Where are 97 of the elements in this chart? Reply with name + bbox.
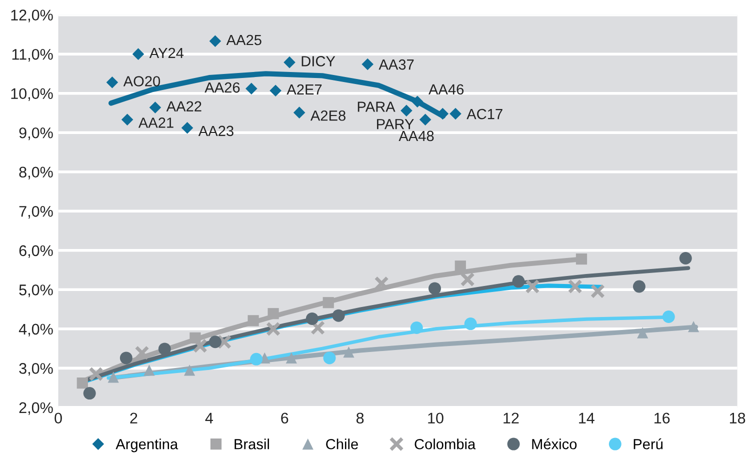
point: [286, 352, 297, 364]
y-tick-label: 6,0%: [19, 245, 53, 258]
x-tick-label: 4: [205, 412, 213, 424]
point: [419, 114, 432, 126]
y-tick-label: 4,0%: [18, 324, 53, 336]
point: [410, 321, 423, 334]
point: [149, 102, 162, 114]
legend-label: Chile: [326, 438, 358, 450]
x-tick-label: 14: [579, 412, 594, 424]
point: [374, 276, 389, 291]
point: [106, 76, 118, 88]
x-tick-label: 10: [428, 412, 444, 424]
annotation: AY24: [149, 48, 184, 58]
point: [284, 56, 296, 68]
y-tick-label: 11,0%: [12, 48, 53, 62]
point: [306, 312, 318, 325]
point: [412, 96, 424, 108]
point: [590, 284, 606, 299]
annotation: AA25: [226, 34, 262, 46]
point: [362, 58, 374, 70]
annotation: AA48: [398, 130, 434, 142]
point: [184, 364, 196, 376]
point: [120, 352, 132, 364]
point: [76, 378, 88, 389]
point: [688, 321, 700, 332]
x-tick-label: 16: [654, 412, 670, 424]
x-tick-label: 0: [54, 412, 62, 424]
x-tick-label: 12: [504, 412, 519, 424]
point: [450, 108, 462, 120]
y-tick-label: 12,0%: [11, 10, 53, 22]
annotation: AC17: [466, 108, 502, 120]
point: [310, 320, 326, 336]
point: [248, 315, 259, 326]
point: [144, 364, 155, 376]
annotation: AA23: [198, 126, 234, 136]
y-tick-label: 3,0%: [19, 363, 53, 376]
point: [83, 387, 96, 400]
legend-label: Argentina: [116, 438, 178, 452]
point: [454, 260, 466, 272]
point: [181, 122, 194, 134]
point: [158, 342, 171, 356]
point: [637, 327, 648, 338]
x-tick-label: 2: [130, 412, 138, 424]
point: [332, 309, 345, 322]
y-tick-label: 9,0%: [19, 127, 53, 140]
point: [568, 279, 582, 294]
legend-label: Colombia: [414, 438, 476, 450]
legend-label: Brasil: [234, 438, 269, 450]
point: [268, 308, 279, 320]
point: [208, 336, 222, 348]
point: [400, 104, 412, 117]
point: [460, 272, 475, 287]
annotation: DICY: [302, 56, 336, 66]
point: [343, 346, 354, 358]
annotation: AA37: [378, 59, 414, 70]
annotation: A2E7: [286, 84, 322, 95]
y-tick-label: 2,0%: [19, 402, 53, 415]
point: [512, 275, 525, 288]
point: [525, 279, 540, 294]
y-tick-label: 8,0%: [19, 166, 53, 180]
y-tick-label: 10,0%: [11, 88, 53, 101]
point: [246, 82, 258, 95]
point: [216, 334, 232, 350]
annotation: AA46: [428, 84, 464, 95]
point: [108, 372, 119, 383]
point: [266, 322, 281, 336]
point: [679, 252, 692, 264]
x-tick-label: 18: [730, 412, 746, 424]
point: [632, 280, 646, 293]
annotation: PARA: [358, 102, 396, 112]
annotation: PARY: [377, 119, 414, 130]
point: [464, 318, 477, 330]
point: [270, 84, 282, 96]
point: [428, 282, 441, 295]
annotation: AA26: [204, 82, 240, 93]
point: [322, 297, 334, 308]
annotation: AA22: [166, 101, 202, 112]
point: [576, 253, 588, 265]
point: [323, 352, 336, 364]
legend-label: Perú: [634, 438, 663, 450]
point: [662, 310, 675, 323]
point: [134, 346, 150, 360]
point: [209, 35, 222, 48]
point: [132, 48, 144, 60]
y-tick-label: 7,0%: [19, 206, 53, 219]
annotation: A2E8: [310, 110, 346, 121]
point: [192, 338, 208, 354]
annotation: AA21: [138, 118, 174, 128]
point: [88, 366, 104, 382]
point: [121, 114, 134, 126]
y-tick-label: 5,0%: [19, 284, 53, 298]
x-tick-label: 6: [281, 412, 288, 424]
x-tick-label: 8: [356, 412, 364, 424]
legend-label: México: [532, 438, 577, 450]
point: [250, 352, 263, 366]
annotation: AO20: [123, 76, 160, 86]
point: [293, 106, 306, 118]
